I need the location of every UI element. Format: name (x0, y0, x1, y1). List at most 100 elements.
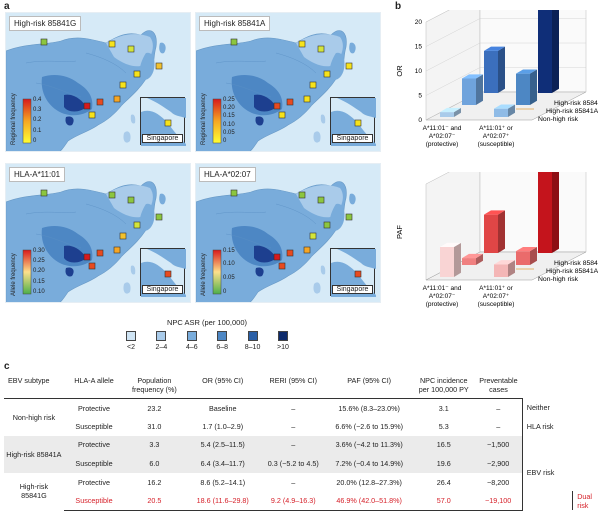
legend-label: 6–8 (216, 344, 229, 351)
bar-top (494, 104, 515, 109)
legend-swatch (217, 331, 228, 341)
cell-incidence: 3.1 (438, 403, 449, 413)
risk-label: EBV risk (521, 435, 573, 511)
bar-side (530, 246, 537, 265)
bar-side (476, 74, 483, 105)
legend-item: 2–4 (150, 331, 172, 351)
bar-side (552, 172, 559, 253)
depth-label: Non-high risk (538, 276, 579, 283)
tick: 0.2 (33, 117, 42, 123)
cell-preventable: ~2,900 (474, 454, 523, 473)
x-category-label: A*11:01⁻ and A*02:07⁻ (protective) (423, 125, 462, 148)
legend-swatch (247, 331, 258, 341)
cell-reri: – (291, 403, 296, 413)
inset-map (331, 249, 376, 297)
depth-label: High-risk 85841A (546, 108, 598, 115)
cell-preventable: ~19,100 (474, 491, 523, 511)
x-category-label: A*11:01⁺ or A*02:07⁺ (susceptible) (478, 125, 515, 148)
cell-paf: 7.2% (−0.4 to 14.9%) (325, 454, 413, 473)
cell-freq: 31.0 (147, 421, 162, 431)
cell-incidence: 5.3 (438, 421, 449, 431)
legend-swatch (186, 331, 197, 341)
table-row: Susceptible 20.5 18.6 (11.6–29.8) 9.2 (4… (4, 491, 594, 511)
cell-or: 18.6 (11.6–29.8) (184, 491, 261, 511)
legend-label: <2 (127, 344, 135, 351)
tick: 0.3 (33, 107, 42, 113)
colorbar-title: Regional frequency (11, 93, 17, 145)
col-header: HLA-A allele (63, 374, 125, 399)
map-graphic (6, 181, 167, 302)
tick: 0.25 (33, 258, 45, 264)
tick: 0.20 (33, 268, 45, 274)
bar-front (484, 50, 498, 93)
risk-col-header (522, 374, 572, 399)
bar-side (476, 253, 483, 265)
cell-incidence: 19.6 (412, 454, 475, 473)
y-tick-label: 0 (418, 117, 422, 124)
tick: 0 (223, 289, 227, 295)
y-tick-label: 15 (415, 44, 423, 51)
bar-side (508, 260, 515, 277)
table-row: High-risk 85841A Protective 3.3 5.4 (2.5… (4, 435, 594, 511)
legend-swatch (277, 331, 288, 341)
y-axis-label: OR (395, 65, 404, 77)
inset-label: Singapore (332, 134, 373, 143)
risk-table: EBV subtype HLA-A allele Population freq… (4, 374, 594, 511)
cell-allele: Protective (63, 435, 125, 455)
bar-top (440, 242, 461, 248)
table-header-row: EBV subtype HLA-A allele Population freq… (4, 374, 594, 399)
legend-item: 8–10 (242, 331, 264, 351)
map-graphic (196, 181, 357, 302)
bar-front (516, 251, 530, 265)
singapore-inset: Singapore (330, 248, 376, 297)
bar-top (516, 246, 537, 252)
map-graphic (6, 30, 167, 151)
table-row: Susceptible 31.0 1.7 (1.0–2.9) – 6.6% (−… (4, 417, 594, 436)
bar-top (516, 69, 537, 74)
col-header: EBV subtype (4, 374, 64, 399)
tick: 0.4 (33, 97, 42, 103)
cell-freq: 20.5 (124, 491, 185, 511)
map-title: High-risk 85841A (199, 16, 271, 31)
map-hla-a1101: HLA-A*11:01 0.30 0.25 0.20 0.15 0.10 All… (5, 163, 191, 303)
cell-reri: – (291, 477, 296, 487)
y-axis-label: PAF (395, 225, 404, 239)
inset-label: Singapore (332, 285, 373, 294)
tick: 0.25 (223, 97, 235, 103)
cell-or: 6.4 (3.4–11.7) (184, 454, 261, 473)
map-high-risk-85841a: High-risk 85841A 0.25 0.20 0.15 0.10 0.0… (195, 12, 381, 152)
colorbar-title: Regional frequency (201, 93, 207, 145)
risk-label: Dual risk (572, 491, 594, 511)
cell-allele: Susceptible (63, 454, 125, 473)
cell-incidence: 26.4 (436, 477, 451, 487)
panel-letter-c: c (4, 361, 10, 372)
panel-letter-a: a (4, 1, 10, 12)
bar-front (516, 73, 530, 105)
colorbar-title: Allele frequency (11, 253, 17, 296)
tick: 0.10 (223, 122, 235, 128)
cell-reri: – (260, 435, 326, 455)
table-row: Susceptible 6.0 6.4 (3.4–11.7) 0.3 (−5.2… (4, 454, 594, 473)
group-label: High-risk 85841A (4, 435, 64, 473)
col-header: OR (95% CI) (184, 374, 261, 399)
cell-preventable: ~1,500 (474, 435, 523, 455)
cell-preventable: – (496, 421, 501, 431)
cell-reri: 0.3 (−5.2 to 4.5) (260, 454, 326, 473)
map-hla-a0207: HLA-A*02:07 0.15 0.10 0.05 0 Allele freq… (195, 163, 381, 303)
bar-top (484, 210, 505, 215)
map-title: HLA-A*11:01 (9, 167, 66, 182)
legend-label: 4–6 (185, 344, 198, 351)
bar-front (494, 108, 508, 117)
depth-label: Non-high risk (538, 116, 579, 123)
inset-label: Singapore (142, 285, 183, 294)
depth-label: High-risk 85841A (546, 268, 598, 275)
gridline (425, 18, 481, 47)
bar-side (508, 104, 515, 117)
tick: 0.1 (33, 128, 42, 134)
colorbar-title: Allele frequency (201, 253, 207, 296)
cell-allele: Susceptible (75, 421, 113, 431)
cell-or: 5.4 (2.5–11.5) (184, 435, 261, 455)
bar-front (462, 78, 476, 105)
y-tick-label: 5 (418, 93, 422, 100)
